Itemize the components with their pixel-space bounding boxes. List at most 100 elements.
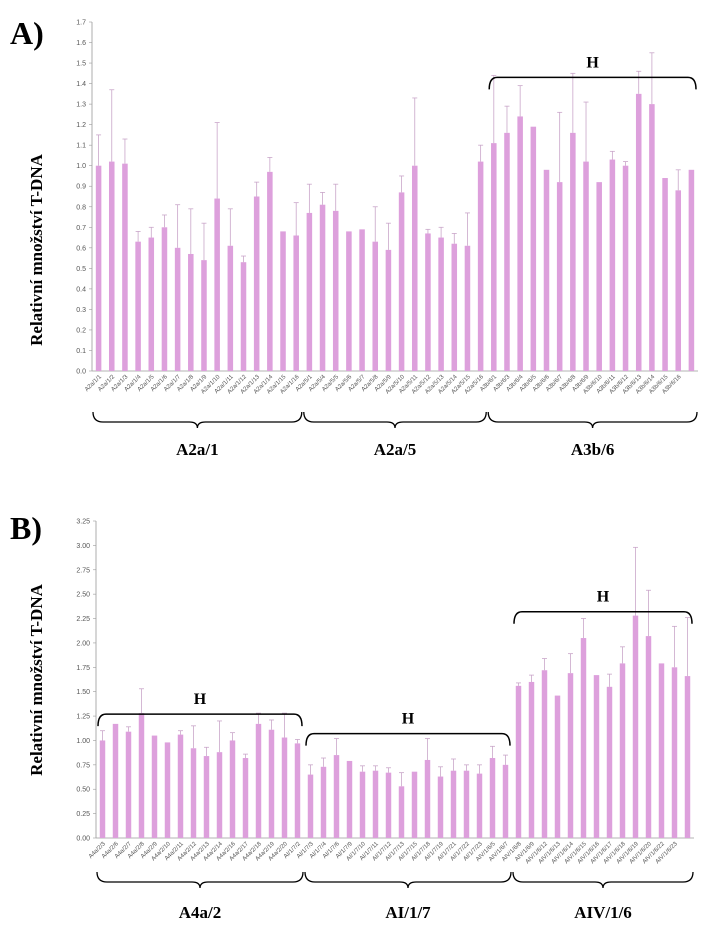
significance-bracket (513, 610, 693, 624)
group-label: A3b/6 (571, 440, 614, 459)
y-tick-label: 1.4 (76, 81, 86, 88)
y-tick-label: 1.6 (76, 40, 86, 47)
y-tick-label: 1.75 (76, 665, 90, 672)
group-brace (304, 871, 512, 889)
bar (528, 681, 535, 838)
bar (541, 670, 548, 838)
y-tick-label: 2.50 (76, 592, 90, 599)
bar (622, 165, 629, 371)
bar (385, 772, 392, 838)
bar (268, 729, 275, 838)
bar (502, 764, 509, 838)
panel-b-label: B) (10, 510, 42, 546)
group-brace (96, 871, 304, 889)
y-tick-label: 0.3 (76, 307, 86, 314)
y-tick-label: 3.00 (76, 543, 90, 550)
bar (463, 770, 470, 838)
bar (346, 760, 353, 838)
y-tick-label: 0.8 (76, 204, 86, 211)
bar (320, 766, 327, 838)
y-tick-label: 1.50 (76, 689, 90, 696)
significance-label: H (586, 54, 599, 71)
bar (438, 237, 444, 371)
panel-b-y-axis-label: Relativní množství T-DNA (27, 583, 46, 775)
bar (112, 723, 119, 838)
bar (425, 233, 431, 371)
bar (567, 673, 574, 838)
group-label: AI/1/7 (385, 903, 431, 922)
bar (593, 675, 600, 838)
bar (385, 249, 392, 371)
bar (164, 742, 171, 838)
y-tick-label: 1.25 (76, 714, 90, 721)
y-tick-label: 1.7 (76, 20, 86, 27)
bar (645, 636, 652, 838)
bar (477, 161, 484, 371)
group-brace (92, 411, 303, 429)
chart-b: B) Relativní množství T-DNA 0.00 0.25 0.50… (10, 510, 694, 922)
y-tick-label: 0.4 (76, 286, 86, 293)
bar (359, 229, 365, 371)
group-brace (512, 871, 694, 889)
bar (122, 163, 128, 371)
bar (570, 132, 576, 371)
group-label: AIV/1/6 (574, 903, 632, 922)
y-tick-label: 0.7 (76, 225, 86, 232)
bar (491, 143, 497, 371)
bar (632, 615, 639, 838)
y-tick-label: 0.75 (76, 762, 90, 769)
significance-bracket (305, 732, 511, 746)
y-tick-label: 0.00 (76, 836, 90, 843)
bar (267, 171, 273, 371)
y-tick-label: 0.0 (76, 369, 86, 376)
bar (619, 663, 626, 838)
y-tick-label: 0.1 (76, 348, 86, 355)
group-brace (487, 411, 698, 429)
bar (138, 713, 145, 838)
bar (190, 748, 197, 838)
significance-label: H (402, 711, 415, 728)
group-label: A4a/2 (179, 903, 222, 922)
significance-label: H (194, 691, 207, 708)
bar (424, 759, 431, 838)
bar (332, 210, 339, 371)
bar (662, 178, 668, 371)
bar (151, 735, 158, 838)
bar (255, 723, 262, 838)
bar (688, 169, 695, 371)
chart-a: A) Relativní množství T-DNA 0.0 0.1 0.2 0.3… (10, 15, 698, 459)
y-tick-label: 0.25 (76, 811, 90, 818)
bar (253, 196, 260, 371)
y-tick-label: 2.00 (76, 640, 90, 647)
bar (658, 663, 665, 838)
bar (530, 126, 537, 371)
bar (227, 245, 234, 371)
bar (346, 231, 352, 371)
bar (177, 734, 184, 838)
bar (411, 771, 418, 838)
y-tick-label: 1.2 (76, 122, 86, 129)
bar (148, 237, 155, 371)
bar (675, 190, 682, 371)
bar (398, 192, 405, 371)
bar (108, 161, 115, 371)
bar (580, 638, 587, 838)
bar (229, 740, 236, 838)
significance-bracket (488, 76, 697, 90)
bar (319, 204, 326, 371)
bar (214, 198, 220, 371)
y-tick-label: 1.3 (76, 102, 86, 109)
bar (99, 740, 106, 838)
bar (450, 770, 457, 838)
bar (451, 243, 458, 371)
bar (372, 770, 379, 838)
bar (135, 241, 141, 371)
bar (504, 132, 510, 371)
bar (554, 695, 561, 838)
bar (359, 771, 366, 838)
y-tick-label: 0.2 (76, 327, 86, 334)
bar (372, 241, 379, 371)
bar (411, 165, 418, 371)
bar (515, 685, 522, 838)
y-tick-label: 0.50 (76, 787, 90, 794)
